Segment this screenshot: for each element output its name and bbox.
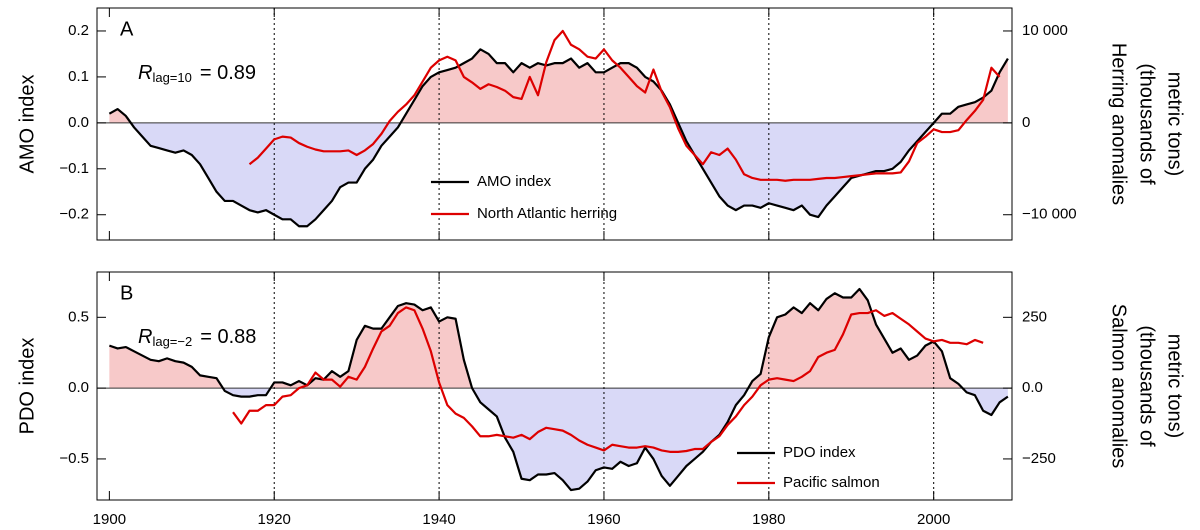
plot-frame <box>96 271 1013 501</box>
y2-tick-label: 250 <box>1022 308 1047 325</box>
annotation: Rlag=−2 = 0.88 <box>138 326 256 349</box>
y-tick-label: 0.0 <box>68 379 89 396</box>
annotation-subscript: lag=10 <box>152 70 191 85</box>
legend-label: AMO index <box>477 173 552 190</box>
series-line <box>109 287 1009 492</box>
y-tick-label: −0.1 <box>59 160 89 177</box>
y2-tick-label: −250 <box>1022 450 1056 467</box>
area-negative <box>222 388 1008 491</box>
annotation-text: = 0.88 <box>200 326 256 348</box>
y2-axis-label: metric tons) <box>1164 72 1186 176</box>
y2-axis-label: Salmon anomalies <box>1108 304 1130 469</box>
y-tick-label: −0.5 <box>59 450 89 467</box>
y-tick-label: 0.2 <box>68 22 89 39</box>
y2-tick-label: −10 000 <box>1022 206 1077 223</box>
y-axis-label: AMO index <box>16 75 38 174</box>
annotation-symbol: R <box>138 62 152 84</box>
x-tick-label: 2000 <box>917 511 950 528</box>
y2-tick-label: 0 <box>1022 114 1030 131</box>
y2-tick-label: 10 000 <box>1022 22 1068 39</box>
x-tick-label: 1920 <box>258 511 291 528</box>
panel-letter: B <box>120 282 133 304</box>
y2-axis-label: Herring anomalies <box>1108 43 1130 205</box>
annotation: Rlag=10 = 0.89 <box>138 62 256 85</box>
x-tick-label: 1980 <box>752 511 785 528</box>
annotation-symbol: R <box>138 326 152 348</box>
x-tick-label: 1940 <box>422 511 455 528</box>
annotation-subscript: lag=−2 <box>152 334 192 349</box>
x-tick-label: 1960 <box>587 511 620 528</box>
x-tick-label: 1900 <box>93 511 126 528</box>
y2-axis-label: metric tons) <box>1164 334 1186 438</box>
panel-letter: A <box>120 18 134 40</box>
y2-axis-label: (thousands of <box>1136 63 1158 185</box>
y-tick-label: 0.0 <box>68 114 89 131</box>
y2-axis-label: (thousands of <box>1136 325 1158 447</box>
y-tick-label: 0.1 <box>68 68 89 85</box>
y-axis-label: PDO index <box>16 338 38 435</box>
legend-label: PDO index <box>783 444 856 461</box>
legend-label: Pacific salmon <box>783 474 880 491</box>
plot-frame <box>96 7 1013 241</box>
y-tick-label: 0.5 <box>68 308 89 325</box>
annotation-text: = 0.89 <box>200 62 256 84</box>
area-positive <box>109 49 1008 123</box>
legend-label: North Atlantic herring <box>477 205 617 222</box>
area-positive <box>109 288 1008 389</box>
y2-tick-label: 0.0 <box>1022 379 1043 396</box>
series-line <box>248 29 1001 182</box>
y-tick-label: −0.2 <box>59 206 89 223</box>
series-line <box>232 306 984 453</box>
